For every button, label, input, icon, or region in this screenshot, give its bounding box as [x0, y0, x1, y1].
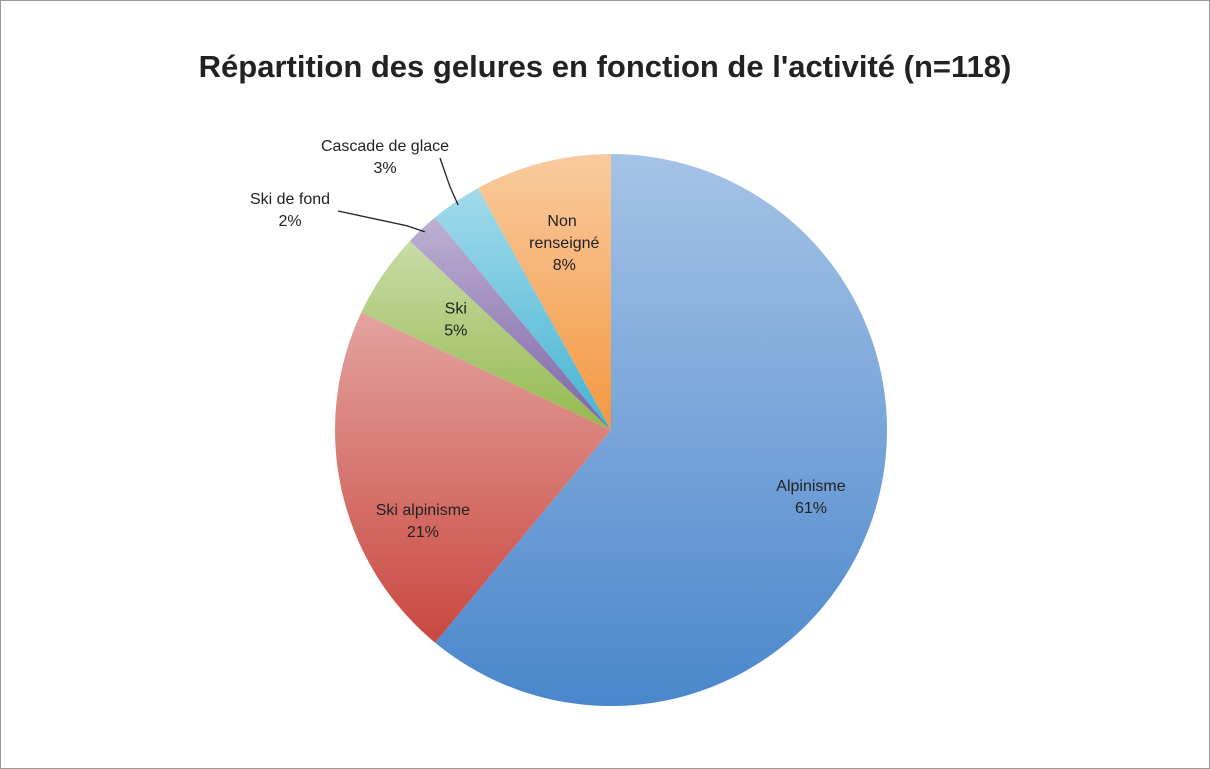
- slice-label: Ski alpinisme: [376, 502, 470, 519]
- leader-line: [337, 210, 426, 233]
- slice-label: Non renseigné: [529, 213, 599, 252]
- pie-slice: [335, 312, 611, 643]
- chart-title: Répartition des gelures en fonction de l…: [199, 49, 1012, 84]
- value-label: 8%: [553, 257, 576, 274]
- pie-slice: [435, 154, 888, 707]
- pie-slice: [409, 217, 611, 430]
- pie-slice: [478, 154, 611, 430]
- value-label: 5%: [444, 323, 467, 340]
- leader-line: [439, 157, 459, 206]
- value-label: 2%: [278, 213, 301, 230]
- value-label: 3%: [373, 160, 396, 177]
- slice-label: Ski: [445, 301, 467, 318]
- pie-slice: [361, 241, 611, 430]
- slice-label: Cascade de glace: [321, 138, 449, 155]
- slice-label: Alpinisme: [776, 478, 845, 495]
- value-label: 21%: [407, 524, 439, 541]
- slice-label: Ski de fond: [250, 191, 330, 208]
- pie-slice: [435, 188, 611, 430]
- value-label: 61%: [795, 500, 827, 517]
